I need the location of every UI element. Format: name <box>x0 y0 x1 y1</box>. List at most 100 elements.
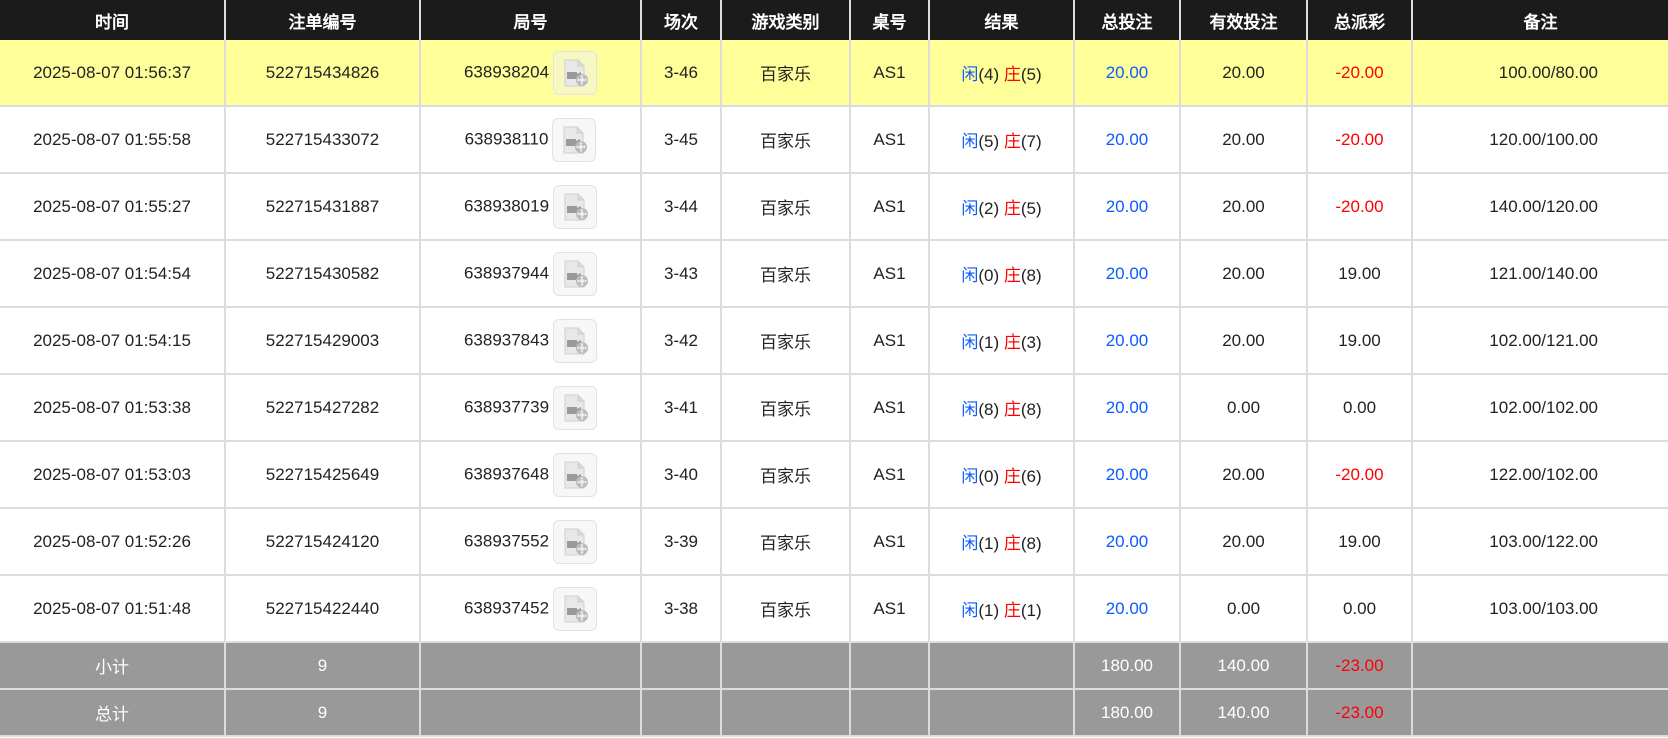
total-bet: 20.00 <box>1074 106 1181 174</box>
banker-score: (1) <box>1020 601 1042 620</box>
remark: 120.00/100.00 <box>1412 106 1668 174</box>
footer-count: 9 <box>225 642 421 690</box>
table-id: AS1 <box>850 307 930 375</box>
round-cell: 638937452 <box>420 575 642 643</box>
round-id: 638938204 <box>463 61 550 81</box>
valid-bet: 20.00 <box>1180 40 1308 107</box>
round-cell: 638937739 <box>420 374 642 442</box>
player-label: 闲 <box>961 467 979 486</box>
table-id: AS1 <box>850 173 930 241</box>
video-replay-icon[interactable] <box>553 519 598 564</box>
footer-label: 小计 <box>0 642 226 690</box>
video-replay-icon[interactable] <box>553 184 598 229</box>
player-score: (0) <box>978 467 1000 486</box>
total-bet: 20.00 <box>1074 173 1181 241</box>
empty-cell <box>641 642 722 690</box>
empty-cell <box>850 642 930 690</box>
column-header-game-type: 游戏类别 <box>721 0 851 40</box>
footer-valid-bet: 140.00 <box>1180 642 1308 690</box>
player-label: 闲 <box>961 266 979 285</box>
table-row[interactable]: 2025-08-07 01:53:38 522715427282 638937739… <box>0 374 1668 442</box>
banker-score: (7) <box>1020 132 1042 151</box>
result-cell: 闲(0) 庄(8) <box>929 240 1075 308</box>
remark: 102.00/121.00 <box>1412 307 1668 375</box>
bet-time: 2025-08-07 01:55:58 <box>0 106 226 174</box>
video-replay-icon[interactable] <box>553 385 598 430</box>
result-cell: 闲(5) 庄(7) <box>929 106 1075 174</box>
table-footer: 小计 9 180.00 140.00 -23.00 总计 9 180.00 140.00 -23.… <box>0 642 1668 737</box>
player-label: 闲 <box>961 132 979 151</box>
valid-bet: 0.00 <box>1180 575 1308 643</box>
bet-time: 2025-08-07 01:56:37 <box>0 40 226 107</box>
payout: 19.00 <box>1307 307 1413 375</box>
remark: 103.00/103.00 <box>1412 575 1668 643</box>
table-row[interactable]: 2025-08-07 01:54:54 522715430582 638937944… <box>0 240 1668 308</box>
video-replay-icon[interactable] <box>552 117 597 162</box>
video-replay-icon[interactable] <box>553 251 598 296</box>
payout: 0.00 <box>1307 575 1413 643</box>
footer-total-bet: 180.00 <box>1074 642 1181 690</box>
bet-id: 522715434826 <box>225 40 421 107</box>
result-cell: 闲(1) 庄(1) <box>929 575 1075 643</box>
bet-id: 522715424120 <box>225 508 421 576</box>
player-label: 闲 <box>961 601 979 620</box>
round-cell: 638938019 <box>420 173 642 241</box>
remark: 100.00/80.00 <box>1412 40 1668 107</box>
table-row[interactable]: 2025-08-07 01:53:03 522715425649 638937648… <box>0 441 1668 509</box>
banker-label: 庄 <box>1003 65 1021 84</box>
valid-bet: 20.00 <box>1180 240 1308 308</box>
game-type: 百家乐 <box>721 106 851 174</box>
game-type: 百家乐 <box>721 40 851 107</box>
empty-cell <box>850 689 930 737</box>
table-id: AS1 <box>850 374 930 442</box>
table-id: AS1 <box>850 40 930 107</box>
bet-time: 2025-08-07 01:52:26 <box>0 508 226 576</box>
video-replay-icon[interactable] <box>553 452 598 497</box>
round-id: 638937552 <box>463 530 550 550</box>
footer-valid-bet: 140.00 <box>1180 689 1308 737</box>
footer-count: 9 <box>225 689 421 737</box>
bet-time: 2025-08-07 01:54:54 <box>0 240 226 308</box>
video-replay-icon[interactable] <box>553 318 598 363</box>
result-cell: 闲(8) 庄(8) <box>929 374 1075 442</box>
remark: 103.00/122.00 <box>1412 508 1668 576</box>
player-score: (1) <box>978 534 1000 553</box>
payout: -20.00 <box>1307 441 1413 509</box>
game-type: 百家乐 <box>721 374 851 442</box>
shoe-round: 3-39 <box>641 508 722 576</box>
column-header-result: 结果 <box>929 0 1075 40</box>
banker-label: 庄 <box>1003 132 1021 151</box>
column-header-remark: 备注 <box>1412 0 1668 40</box>
payout: -20.00 <box>1307 173 1413 241</box>
table-row[interactable]: 2025-08-07 01:55:27 522715431887 638938019… <box>0 173 1668 241</box>
remark: 102.00/102.00 <box>1412 374 1668 442</box>
remark: 140.00/120.00 <box>1412 173 1668 241</box>
table-body: 2025-08-07 01:56:37 522715434826 638938204… <box>0 40 1668 643</box>
round-cell: 638937552 <box>420 508 642 576</box>
round-id: 638937648 <box>463 463 550 483</box>
table-row[interactable]: 2025-08-07 01:56:37 522715434826 638938204… <box>0 40 1668 107</box>
player-score: (0) <box>978 266 1000 285</box>
round-cell: 638938110 <box>420 106 642 174</box>
table-id: AS1 <box>850 240 930 308</box>
total-bet: 20.00 <box>1074 240 1181 308</box>
empty-cell <box>929 642 1075 690</box>
player-label: 闲 <box>961 199 979 218</box>
shoe-round: 3-42 <box>641 307 722 375</box>
remark: 122.00/102.00 <box>1412 441 1668 509</box>
video-replay-icon[interactable] <box>553 50 598 95</box>
table-row[interactable]: 2025-08-07 01:55:58 522715433072 638938110… <box>0 106 1668 174</box>
table-row[interactable]: 2025-08-07 01:52:26 522715424120 638937552… <box>0 508 1668 576</box>
player-score: (1) <box>978 333 1000 352</box>
shoe-round: 3-40 <box>641 441 722 509</box>
round-id: 638937843 <box>463 329 550 349</box>
game-type: 百家乐 <box>721 173 851 241</box>
round-id: 638937944 <box>463 262 550 282</box>
table-row[interactable]: 2025-08-07 01:54:15 522715429003 638937843… <box>0 307 1668 375</box>
table-id: AS1 <box>850 106 930 174</box>
table-row[interactable]: 2025-08-07 01:51:48 522715422440 638937452… <box>0 575 1668 643</box>
valid-bet: 20.00 <box>1180 307 1308 375</box>
video-replay-icon[interactable] <box>553 586 598 631</box>
banker-score: (5) <box>1020 65 1042 84</box>
